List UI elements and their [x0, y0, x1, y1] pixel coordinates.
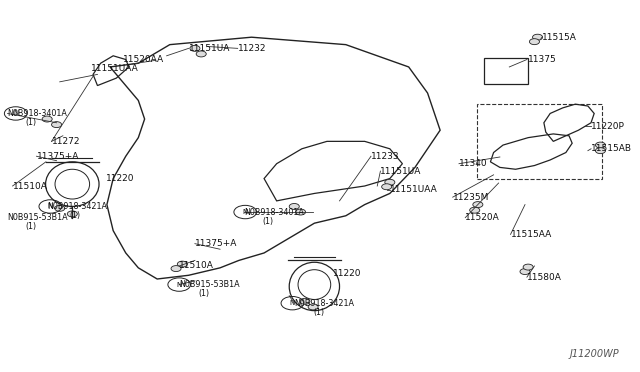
Text: 11520A: 11520A [465, 213, 500, 222]
Text: (1): (1) [263, 217, 274, 226]
Circle shape [54, 205, 65, 211]
Text: 11233: 11233 [371, 152, 399, 161]
Circle shape [523, 264, 533, 270]
Text: N0B918-3421A: N0B918-3421A [47, 202, 107, 211]
Circle shape [595, 142, 605, 148]
Circle shape [190, 45, 200, 51]
Text: N0B915-53B1A: N0B915-53B1A [179, 280, 240, 289]
Text: (1): (1) [69, 211, 80, 220]
Text: N: N [13, 110, 19, 116]
Circle shape [42, 116, 52, 122]
Text: 11510A: 11510A [13, 182, 47, 190]
Text: 11340: 11340 [459, 159, 488, 168]
Text: J11200WP: J11200WP [570, 349, 620, 359]
Bar [477, 104, 602, 179]
Circle shape [532, 34, 543, 40]
Text: N0B918-3401A: N0B918-3401A [244, 208, 304, 217]
Circle shape [520, 269, 530, 275]
Text: 11220: 11220 [333, 269, 362, 278]
Text: 11235M: 11235M [452, 193, 489, 202]
Text: 11375+A: 11375+A [36, 152, 79, 161]
Text: N: N [290, 300, 295, 306]
Circle shape [473, 202, 483, 208]
Circle shape [300, 298, 310, 304]
Text: 11515A: 11515A [542, 33, 577, 42]
Text: 11151UAA: 11151UAA [91, 64, 139, 73]
Text: 11375: 11375 [528, 55, 557, 64]
Circle shape [177, 261, 188, 267]
Text: N: N [47, 203, 53, 209]
Text: N0B918-3401A: N0B918-3401A [8, 109, 67, 118]
Text: 11220P: 11220P [591, 122, 625, 131]
Text: 11515AA: 11515AA [511, 230, 552, 239]
Text: N: N [177, 282, 182, 288]
Circle shape [67, 211, 77, 217]
Text: 11151UAA: 11151UAA [390, 185, 438, 194]
Text: 11220: 11220 [106, 174, 134, 183]
Text: 11151UA: 11151UA [380, 167, 422, 176]
Text: N0B915-53B1A: N0B915-53B1A [8, 213, 68, 222]
Text: 11520AA: 11520AA [123, 55, 164, 64]
Text: 11375+A: 11375+A [195, 239, 237, 248]
Text: 11232: 11232 [237, 44, 266, 53]
Text: N: N [243, 209, 248, 215]
Text: (1): (1) [25, 118, 36, 127]
Circle shape [529, 39, 540, 45]
Text: N0B918-3421A: N0B918-3421A [294, 299, 355, 308]
Text: (1): (1) [25, 222, 36, 231]
Text: 11151UA: 11151UA [189, 44, 230, 53]
Circle shape [595, 148, 605, 154]
Text: (1): (1) [198, 289, 209, 298]
Text: 11272: 11272 [52, 137, 80, 146]
Circle shape [385, 179, 395, 185]
Circle shape [52, 122, 61, 128]
Text: 11515AB: 11515AB [591, 144, 632, 153]
Circle shape [196, 51, 206, 57]
Circle shape [470, 207, 480, 213]
Circle shape [171, 266, 181, 272]
Circle shape [296, 209, 305, 215]
Circle shape [381, 184, 392, 190]
Circle shape [289, 203, 300, 209]
Text: (1): (1) [313, 308, 324, 317]
Text: 11580A: 11580A [527, 273, 562, 282]
Circle shape [308, 304, 318, 310]
Text: 11510A: 11510A [179, 262, 214, 270]
